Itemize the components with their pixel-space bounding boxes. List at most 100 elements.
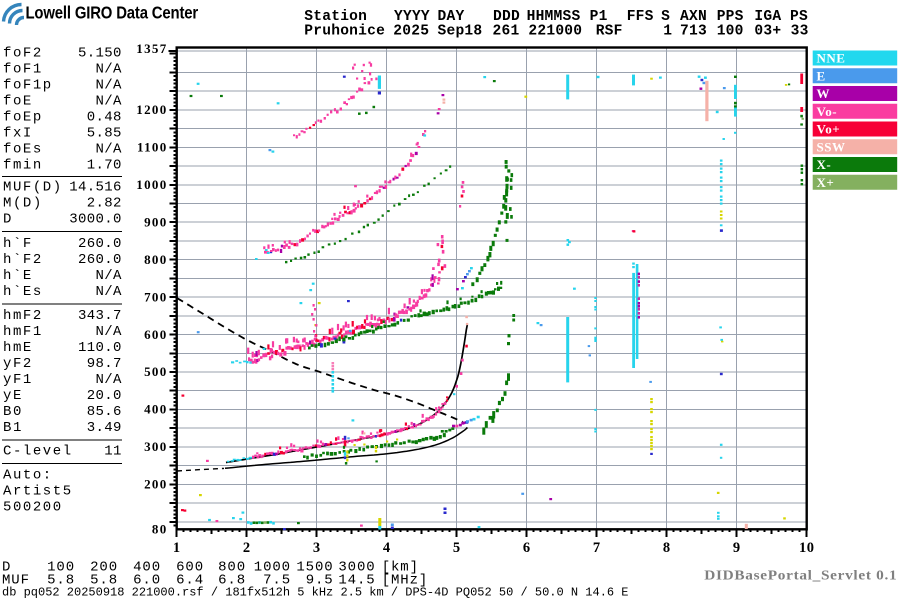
svg-text:foE: foE	[3, 93, 33, 109]
svg-text:6.8: 6.8	[218, 572, 246, 588]
svg-text:0.48: 0.48	[87, 109, 122, 125]
svg-text:yF2: yF2	[3, 356, 33, 372]
svg-text:03+: 03+	[754, 23, 781, 39]
svg-text:YYYY: YYYY	[394, 9, 430, 25]
svg-text:3000: 3000	[338, 559, 375, 575]
svg-text:MUF: MUF	[2, 572, 30, 588]
svg-text:D: D	[2, 559, 11, 575]
svg-text:foF1p: foF1p	[3, 77, 53, 93]
svg-text:3.49: 3.49	[87, 420, 122, 436]
svg-text:C-level: C-level	[3, 443, 73, 459]
svg-text:IGA: IGA	[754, 9, 781, 25]
svg-text:261: 261	[493, 23, 520, 39]
svg-text:DAY: DAY	[438, 9, 465, 25]
svg-text:MUF(D): MUF(D)	[3, 179, 63, 195]
svg-text:600: 600	[176, 559, 204, 575]
svg-text:200: 200	[90, 559, 118, 575]
svg-text:D: D	[3, 211, 13, 227]
svg-text:100: 100	[47, 559, 75, 575]
svg-text:300: 300	[144, 439, 167, 454]
svg-text:M(D): M(D)	[3, 195, 43, 211]
svg-text:3000.0: 3000.0	[69, 211, 122, 227]
svg-text:2025: 2025	[393, 23, 429, 39]
svg-text:db pq052 20250918 221000.rsf /: db pq052 20250918 221000.rsf / 181fx512h…	[2, 586, 629, 600]
svg-text:20.0: 20.0	[87, 388, 122, 404]
svg-text:DDD: DDD	[493, 9, 520, 25]
svg-text:Pruhonice: Pruhonice	[304, 23, 385, 39]
svg-text:6.0: 6.0	[133, 572, 161, 588]
svg-text:14.516: 14.516	[69, 179, 122, 195]
svg-text:10: 10	[799, 540, 815, 556]
svg-text:E: E	[817, 68, 826, 83]
svg-text:1357: 1357	[136, 41, 167, 56]
svg-text:200: 200	[144, 477, 167, 492]
svg-text:85.6: 85.6	[87, 404, 122, 420]
svg-text:7: 7	[593, 540, 601, 556]
svg-text:B1: B1	[3, 420, 23, 436]
svg-text:600: 600	[144, 327, 167, 342]
svg-text:X-: X-	[817, 157, 832, 172]
svg-text:260.0: 260.0	[78, 252, 122, 268]
svg-text:hmF1: hmF1	[3, 324, 43, 340]
svg-text:5.85: 5.85	[87, 125, 122, 141]
svg-text:1200: 1200	[136, 102, 167, 117]
svg-text:33: 33	[791, 23, 809, 39]
svg-text:S: S	[661, 9, 670, 25]
svg-text:5: 5	[453, 540, 461, 556]
svg-text:1: 1	[663, 23, 672, 39]
svg-text:h`E: h`E	[3, 268, 33, 284]
svg-text:800: 800	[144, 252, 167, 267]
svg-text:foEs: foEs	[3, 141, 43, 157]
svg-text:h`F2: h`F2	[3, 252, 43, 268]
svg-text:6: 6	[523, 540, 531, 556]
svg-text:6.4: 6.4	[176, 572, 204, 588]
svg-text:X+: X+	[817, 175, 835, 190]
svg-text:Auto:: Auto:	[3, 467, 53, 483]
svg-text:260.0: 260.0	[78, 236, 122, 252]
svg-text:RSF: RSF	[596, 23, 623, 39]
svg-text:FFS: FFS	[627, 9, 654, 25]
svg-text:713: 713	[680, 23, 707, 39]
svg-text:N/A: N/A	[96, 61, 123, 77]
svg-text:fmin: fmin	[3, 157, 43, 173]
svg-text:Vo-: Vo-	[817, 104, 838, 119]
svg-text:hmE: hmE	[3, 340, 33, 356]
svg-text:h`Es: h`Es	[3, 284, 43, 300]
svg-text:foF1: foF1	[3, 61, 43, 77]
svg-text:1000: 1000	[254, 559, 291, 575]
svg-text:foEp: foEp	[3, 109, 43, 125]
svg-text:400: 400	[144, 402, 167, 417]
svg-text:1100: 1100	[137, 140, 167, 155]
svg-text:2.82: 2.82	[87, 195, 122, 211]
svg-text:Station: Station	[304, 9, 367, 25]
svg-text:hmF2: hmF2	[3, 308, 43, 324]
svg-text:HHMMSS: HHMMSS	[527, 9, 581, 25]
svg-text:110.0: 110.0	[78, 340, 122, 356]
svg-text:PS: PS	[790, 9, 808, 25]
svg-text:5.8: 5.8	[47, 572, 75, 588]
svg-text:Lowell GIRO Data Center: Lowell GIRO Data Center	[26, 3, 199, 23]
svg-text:Artist5: Artist5	[3, 483, 73, 499]
svg-text:98.7: 98.7	[87, 356, 122, 372]
svg-text:700: 700	[144, 289, 167, 304]
svg-text:Vo+: Vo+	[817, 122, 841, 137]
svg-text:3: 3	[313, 540, 321, 556]
svg-text:N/A: N/A	[96, 284, 123, 300]
svg-text:yF1: yF1	[3, 372, 33, 388]
svg-text:343.7: 343.7	[78, 308, 122, 324]
svg-text:1.70: 1.70	[87, 157, 122, 173]
svg-text:N/A: N/A	[96, 93, 123, 109]
svg-text:100: 100	[717, 23, 744, 39]
svg-text:P1: P1	[590, 9, 608, 25]
svg-text:8: 8	[663, 540, 671, 556]
svg-text:DIDBasePortal_Servlet 0.1: DIDBasePortal_Servlet 0.1	[704, 568, 897, 583]
svg-text:9: 9	[733, 540, 741, 556]
svg-text:80: 80	[152, 522, 168, 537]
svg-text:Sep18: Sep18	[438, 23, 483, 39]
svg-text:14.5: 14.5	[338, 572, 375, 588]
svg-text:fxI: fxI	[3, 125, 33, 141]
svg-text:foF2: foF2	[3, 45, 43, 61]
svg-text:N/A: N/A	[96, 268, 123, 284]
svg-text:500200: 500200	[3, 499, 63, 515]
svg-text:yE: yE	[3, 388, 23, 404]
